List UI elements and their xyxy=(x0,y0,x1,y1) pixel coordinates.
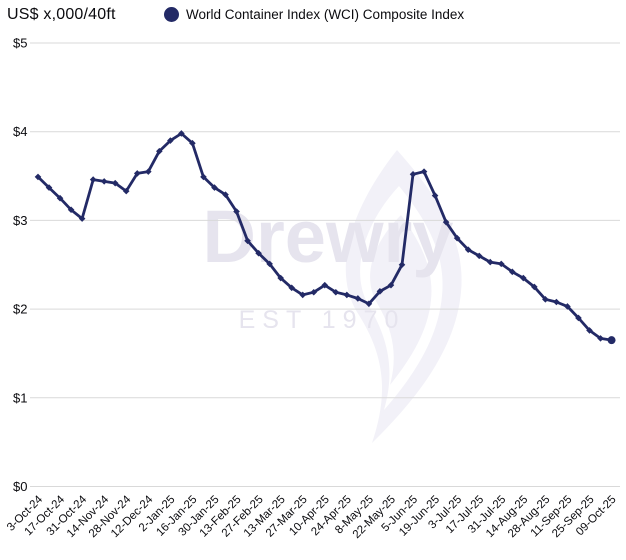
data-point-marker xyxy=(189,139,196,147)
data-point-marker xyxy=(420,168,428,175)
data-point-marker xyxy=(321,281,329,289)
data-point-marker xyxy=(89,176,97,183)
data-point-marker xyxy=(299,291,307,299)
data-point-marker xyxy=(233,208,240,215)
y-tick-label: $5 xyxy=(13,36,27,51)
data-point-marker xyxy=(497,260,505,268)
y-tick-label: $1 xyxy=(13,390,27,405)
data-point-marker xyxy=(376,288,384,295)
data-point-marker xyxy=(133,170,141,177)
data-point-marker xyxy=(475,252,483,260)
data-point-marker xyxy=(156,147,163,155)
data-point-marker xyxy=(531,283,538,291)
data-point-marker xyxy=(277,274,284,282)
data-point-marker xyxy=(310,288,318,296)
data-point-marker xyxy=(332,288,340,296)
data-point-marker xyxy=(67,206,75,214)
data-point-marker xyxy=(100,178,108,185)
data-point-marker xyxy=(266,260,273,268)
data-point-marker xyxy=(145,168,152,175)
data-point-marker xyxy=(387,281,395,289)
data-point-marker xyxy=(244,237,251,245)
data-point-marker xyxy=(597,335,604,342)
data-point-marker xyxy=(542,296,549,303)
data-point-marker xyxy=(122,187,130,195)
data-point-marker xyxy=(211,184,218,191)
data-point-marker xyxy=(78,215,86,222)
data-point-marker xyxy=(398,261,406,269)
y-tick-label: $0 xyxy=(13,479,27,494)
data-point-marker xyxy=(354,295,362,302)
data-point-marker xyxy=(178,130,185,137)
data-point-marker xyxy=(564,303,571,310)
y-axis-unit-label: US$ x,000/40ft xyxy=(7,6,116,23)
data-point-marker xyxy=(222,191,229,198)
data-point-marker xyxy=(111,179,119,187)
y-tick-label: $2 xyxy=(13,302,27,317)
data-point-marker xyxy=(56,194,64,202)
data-point-marker xyxy=(255,249,262,257)
watermark-brand-text: Drewry xyxy=(203,195,454,278)
data-point-marker xyxy=(167,137,174,144)
data-point-marker xyxy=(409,170,417,178)
data-point-marker xyxy=(464,246,472,253)
data-point-marker xyxy=(200,173,207,181)
data-point-marker xyxy=(607,336,616,345)
watermark-flame-core xyxy=(370,215,432,385)
data-point-marker xyxy=(343,291,351,299)
data-point-marker xyxy=(288,284,295,292)
data-point-marker xyxy=(45,184,53,191)
legend: World Container Index (WCI) Composite In… xyxy=(164,7,464,22)
data-point-marker xyxy=(442,218,450,226)
y-tick-label: $4 xyxy=(13,124,27,139)
watermark-est-text: EST 1970 xyxy=(239,306,406,334)
data-point-marker xyxy=(520,274,527,282)
legend-label: World Container Index (WCI) Composite In… xyxy=(186,7,465,22)
data-point-marker xyxy=(553,298,560,306)
data-point-marker xyxy=(575,314,582,322)
data-point-marker xyxy=(431,192,439,199)
legend-marker-icon xyxy=(164,7,179,22)
y-tick-label: $3 xyxy=(13,213,27,228)
data-point-marker xyxy=(508,268,516,276)
data-point-marker xyxy=(453,234,461,242)
data-point-marker xyxy=(34,173,42,181)
data-point-marker xyxy=(586,327,593,334)
data-point-marker xyxy=(365,300,373,308)
data-point-marker xyxy=(486,258,494,266)
